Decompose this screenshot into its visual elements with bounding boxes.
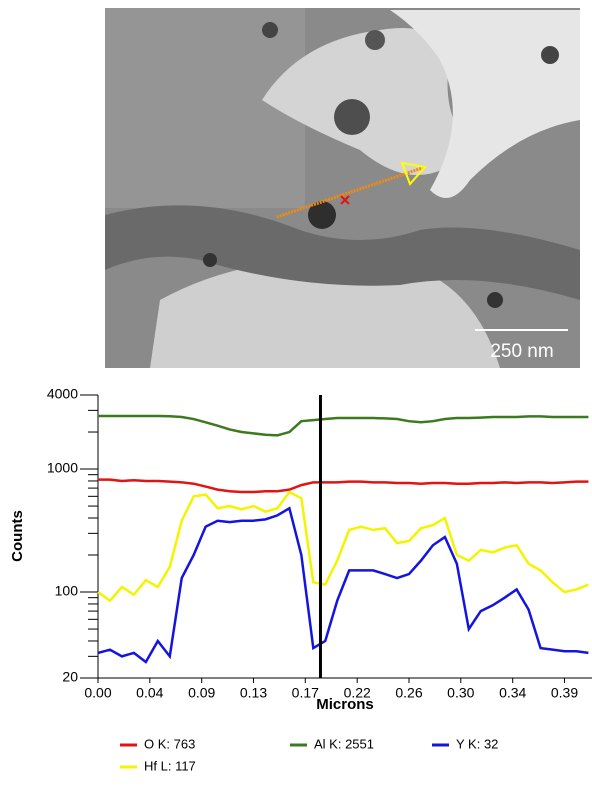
x-tick-label: 0.22	[344, 685, 371, 701]
legend-label: Hf L: 117	[144, 758, 196, 773]
x-tick-label: 0.17	[292, 685, 319, 701]
series-line	[98, 480, 588, 492]
y-axis-label: Counts	[9, 510, 26, 562]
particle	[365, 30, 385, 50]
particle	[334, 99, 370, 135]
series-line	[98, 416, 588, 435]
x-tick-label: 0.26	[395, 685, 422, 701]
scale-label: 250 nm	[490, 341, 553, 362]
legend-label: O K: 763	[144, 736, 195, 751]
x-tick-label: 0.09	[188, 685, 215, 701]
x-tick-label: 0.39	[551, 685, 578, 701]
x-tick-label: 0.13	[240, 685, 267, 701]
micrograph: 250 nm	[105, 8, 580, 368]
series-line	[98, 508, 588, 662]
y-tick-label: 4000	[47, 386, 78, 402]
y-tick-label: 100	[55, 583, 79, 599]
y-tick-label: 20	[62, 669, 78, 685]
particle	[262, 22, 278, 38]
x-tick-label: 0.30	[447, 685, 474, 701]
particle	[487, 292, 503, 308]
legend-label: Y K: 32	[456, 736, 498, 751]
particle	[203, 253, 217, 267]
x-tick-label: 0.34	[499, 685, 526, 701]
particle	[541, 46, 559, 64]
y-tick-label: 1000	[47, 460, 78, 476]
x-tick-label: 0.00	[84, 685, 111, 701]
figure: 250 nm Counts Microns 20100100040000.000…	[0, 0, 592, 802]
x-tick-label: 0.04	[136, 685, 163, 701]
legend-label: Al K: 2551	[314, 736, 374, 751]
